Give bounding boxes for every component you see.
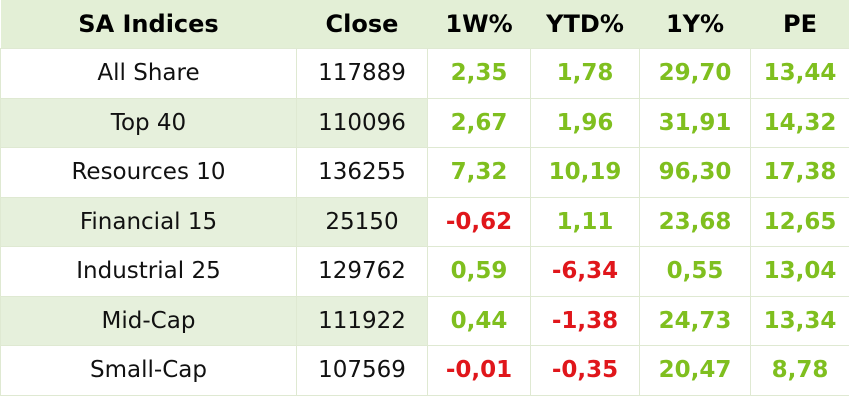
header-sa-indices: SA Indices <box>0 0 297 49</box>
table-row: All Share 117889 2,35 1,78 29,70 13,44 <box>0 48 849 99</box>
change-1w: -0,01 <box>427 345 531 396</box>
header-1y: 1Y% <box>639 0 751 49</box>
close-value: 107569 <box>296 345 428 396</box>
change-ytd: 1,11 <box>530 196 640 247</box>
change-ytd: 1,96 <box>530 97 640 148</box>
header-1w: 1W% <box>427 0 531 49</box>
table-row: Small-Cap 107569 -0,01 -0,35 20,47 8,78 <box>0 345 849 396</box>
change-ytd: -0,35 <box>530 345 640 396</box>
close-value: 129762 <box>296 246 428 297</box>
change-1w: 2,67 <box>427 97 531 148</box>
change-1y: 20,47 <box>639 345 751 396</box>
change-1w: -0,62 <box>427 196 531 247</box>
change-1w: 0,44 <box>427 295 531 346</box>
change-1y: 23,68 <box>639 196 751 247</box>
change-1y: 31,91 <box>639 97 751 148</box>
change-1w: 0,59 <box>427 246 531 297</box>
table-row: Top 40 110096 2,67 1,96 31,91 14,32 <box>0 97 849 148</box>
change-ytd: -6,34 <box>530 246 640 297</box>
pe-value: 13,34 <box>750 295 849 346</box>
close-value: 136255 <box>296 147 428 198</box>
change-1y: 24,73 <box>639 295 751 346</box>
change-ytd: -1,38 <box>530 295 640 346</box>
pe-value: 8,78 <box>750 345 849 396</box>
change-1w: 2,35 <box>427 48 531 99</box>
pe-value: 14,32 <box>750 97 849 148</box>
change-1w: 7,32 <box>427 147 531 198</box>
change-ytd: 1,78 <box>530 48 640 99</box>
pe-value: 13,04 <box>750 246 849 297</box>
table-row: Financial 15 25150 -0,62 1,11 23,68 12,6… <box>0 196 849 247</box>
index-name: Financial 15 <box>0 196 297 247</box>
index-name: Mid-Cap <box>0 295 297 346</box>
pe-value: 17,38 <box>750 147 849 198</box>
header-pe: PE <box>750 0 849 49</box>
pe-value: 12,65 <box>750 196 849 247</box>
change-ytd: 10,19 <box>530 147 640 198</box>
table-row: Industrial 25 129762 0,59 -6,34 0,55 13,… <box>0 246 849 297</box>
index-name: Resources 10 <box>0 147 297 198</box>
index-name: Small-Cap <box>0 345 297 396</box>
header-ytd: YTD% <box>530 0 640 49</box>
index-name: Industrial 25 <box>0 246 297 297</box>
pe-value: 13,44 <box>750 48 849 99</box>
table-row: Mid-Cap 111922 0,44 -1,38 24,73 13,34 <box>0 295 849 346</box>
table-row: Resources 10 136255 7,32 10,19 96,30 17,… <box>0 147 849 198</box>
change-1y: 0,55 <box>639 246 751 297</box>
change-1y: 96,30 <box>639 147 751 198</box>
close-value: 25150 <box>296 196 428 247</box>
header-row: SA Indices Close 1W% YTD% 1Y% PE <box>0 0 849 49</box>
index-name: All Share <box>0 48 297 99</box>
change-1y: 29,70 <box>639 48 751 99</box>
header-close: Close <box>296 0 428 49</box>
close-value: 117889 <box>296 48 428 99</box>
index-name: Top 40 <box>0 97 297 148</box>
close-value: 110096 <box>296 97 428 148</box>
close-value: 111922 <box>296 295 428 346</box>
